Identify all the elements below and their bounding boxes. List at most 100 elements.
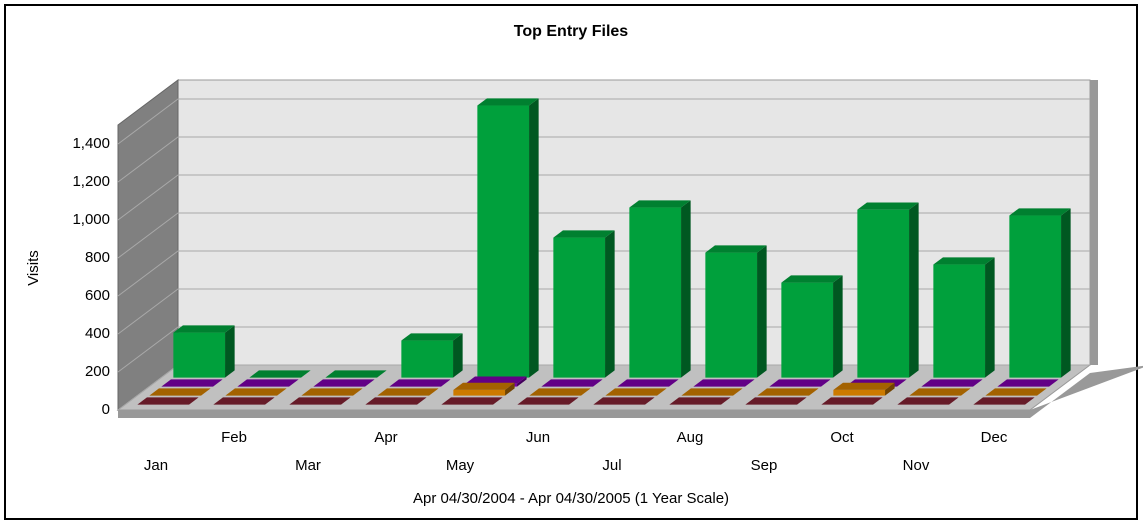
bar	[173, 332, 226, 378]
bar-top	[897, 397, 959, 405]
bar-side	[833, 275, 843, 378]
bar-top	[365, 397, 427, 405]
bar-top	[517, 397, 579, 405]
bar-top	[705, 245, 767, 253]
bar-top	[173, 325, 235, 333]
x-tick-label: Apr	[374, 429, 397, 446]
bar-side	[1061, 208, 1071, 378]
bar-top	[137, 397, 199, 405]
bar-top	[933, 257, 995, 265]
grid-line	[117, 174, 1090, 221]
grid-line	[117, 98, 1090, 145]
bar-top	[833, 382, 895, 390]
bar-top	[553, 230, 615, 238]
x-tick-label: Mar	[295, 457, 321, 474]
bar-top	[821, 397, 883, 405]
y-tick-label: 1,000	[72, 211, 110, 228]
y-tick-label: 400	[85, 325, 110, 342]
bar-top	[225, 388, 287, 396]
bar-side	[453, 333, 463, 378]
bar-top	[377, 388, 439, 396]
bar-side	[517, 376, 527, 387]
bar-side	[909, 202, 919, 378]
bar-top	[745, 397, 807, 405]
bar-top	[325, 370, 387, 378]
bar-top	[249, 370, 311, 378]
bar-top	[161, 379, 223, 387]
x-tick-label: Jun	[526, 429, 550, 446]
grid-line	[117, 250, 1090, 297]
bar-side	[225, 325, 235, 378]
chart-title: Top Entry Files	[514, 23, 628, 40]
bar	[477, 105, 530, 378]
bar-top	[629, 200, 691, 208]
bar-top	[401, 333, 463, 341]
bar-side	[757, 245, 767, 378]
bar	[453, 389, 506, 396]
x-tick-label: Sep	[751, 457, 778, 474]
bar-top	[997, 379, 1059, 387]
bar-top	[693, 379, 755, 387]
y-axis-label: Visits	[25, 250, 42, 286]
bar	[933, 264, 986, 378]
bar-top	[441, 397, 503, 405]
y-tick-label: 0	[102, 401, 110, 418]
bar-top	[529, 388, 591, 396]
bar-top	[681, 388, 743, 396]
bar-top	[781, 275, 843, 283]
bar-top	[149, 388, 211, 396]
grid-line	[117, 136, 1090, 183]
bar-top	[605, 388, 667, 396]
bar-side	[529, 98, 539, 378]
bar	[833, 389, 886, 396]
y-tick-label: 200	[85, 363, 110, 380]
y-tick-label: 1,400	[72, 135, 110, 152]
bar-side	[505, 382, 515, 396]
bar-top	[237, 379, 299, 387]
bar-top	[921, 379, 983, 387]
bar-side	[885, 382, 895, 396]
bar	[553, 237, 606, 378]
bar	[1009, 215, 1062, 378]
right-edge	[1090, 80, 1098, 365]
floor-edge	[118, 365, 1143, 418]
x-tick-label: Dec	[981, 429, 1008, 446]
x-tick-label: Nov	[903, 457, 930, 474]
x-tick-label: Oct	[830, 429, 854, 446]
bar-side	[605, 230, 615, 378]
x-axis-label: Apr 04/30/2004 - Apr 04/30/2005 (1 Year …	[413, 490, 729, 507]
bar-top	[857, 202, 919, 210]
bar-top	[669, 397, 731, 405]
bar-top	[313, 379, 375, 387]
bar-top	[213, 397, 275, 405]
bar-top	[301, 388, 363, 396]
bar-top	[1009, 208, 1071, 216]
y-tick-label: 1,200	[72, 173, 110, 190]
bar-top	[477, 98, 539, 106]
bar-top	[909, 388, 971, 396]
bar	[705, 252, 758, 378]
y-tick-label: 800	[85, 249, 110, 266]
bar-top	[593, 397, 655, 405]
bar-top	[769, 379, 831, 387]
bar-top	[453, 382, 515, 390]
bar-top	[465, 376, 527, 384]
x-tick-label: Jan	[144, 457, 168, 474]
bar-side	[681, 200, 691, 378]
bar-side	[985, 257, 995, 378]
bar-top	[757, 388, 819, 396]
grid-line	[117, 212, 1090, 259]
bar-top	[617, 379, 679, 387]
bar	[401, 340, 454, 378]
bar-top	[289, 397, 351, 405]
x-tick-label: May	[446, 457, 475, 474]
bar-top	[985, 388, 1047, 396]
x-tick-label: Aug	[677, 429, 704, 446]
left-wall	[117, 79, 179, 411]
bar-top	[541, 379, 603, 387]
x-tick-label: Feb	[221, 429, 247, 446]
bar-top	[389, 379, 451, 387]
bar	[629, 207, 682, 378]
bar-top	[973, 397, 1035, 405]
